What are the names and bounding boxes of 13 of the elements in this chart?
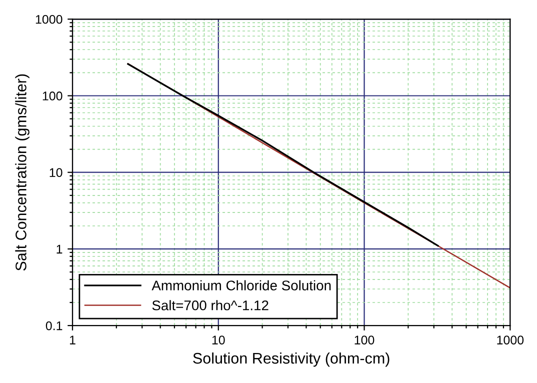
legend-label: Ammonium Chloride Solution [152, 280, 331, 290]
y-tick-label: 100 [42, 92, 62, 100]
y-tick-label: 10 [50, 168, 62, 177]
y-tick-label: 0.1 [46, 321, 62, 330]
x-tick-label: 100 [354, 336, 374, 344]
x-tick-label: 1 [70, 336, 76, 344]
y-tick-label: 1000 [36, 14, 62, 24]
legend-label: Salt=700 rho^-1.12 [152, 300, 268, 310]
y-tick-label: 1 [56, 244, 62, 254]
y-axis-title: Salt Concentration (gms/liter) [15, 74, 30, 271]
x-axis-title: Solution Resistivity (ohm-cm) [193, 352, 390, 367]
x-tick-label: 1000 [497, 336, 524, 344]
x-tick-label: 10 [212, 336, 225, 344]
